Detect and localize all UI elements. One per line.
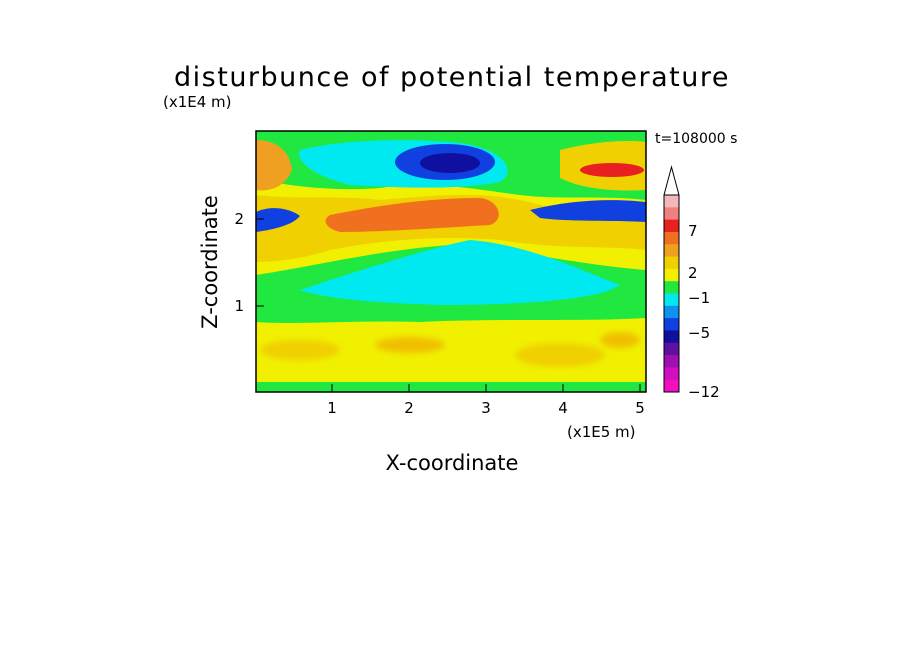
colorbar-swatch — [664, 256, 679, 270]
x-tick-label: 2 — [404, 399, 414, 417]
colorbar-tick-label: 2 — [688, 264, 698, 282]
y-axis-label: Z-coordinate — [198, 195, 222, 329]
navy-core-upper — [420, 153, 480, 173]
colorbar-swatch — [664, 293, 679, 307]
colorbar-swatch — [664, 195, 679, 208]
colorbar-swatch — [664, 330, 679, 344]
contour-field — [256, 131, 646, 392]
lower-warm-patches — [260, 332, 640, 367]
y-tick-label: 2 — [234, 210, 244, 228]
band-mid-cyan — [300, 240, 620, 305]
colorbar-frame — [663, 194, 680, 393]
red-top-right — [580, 163, 644, 177]
x-tick-label: 3 — [481, 399, 491, 417]
colorbar-swatch — [664, 231, 679, 245]
x-tick-label: 5 — [635, 399, 645, 417]
y-tick-label: 1 — [234, 297, 244, 315]
colorbar-swatch — [664, 379, 679, 393]
x-tick-label: 4 — [558, 399, 568, 417]
warm-top-left — [256, 140, 292, 191]
colorbar-swatch — [664, 268, 679, 282]
time-label: t=108000 s — [655, 131, 737, 147]
colorbar-tick-label: −12 — [688, 383, 720, 401]
colorbar-swatch — [664, 318, 679, 331]
colorbar-swatch — [664, 342, 679, 356]
x-axis-label: X-coordinate — [386, 451, 519, 475]
colorbar-tick-label: 7 — [688, 222, 698, 240]
y-unit-label: (x1E4 m) — [163, 93, 232, 111]
blue-core-left — [256, 208, 300, 232]
colorbar-tick-label: −1 — [688, 289, 710, 307]
x-axis-ticks — [331, 384, 641, 392]
y-axis-ticks — [256, 218, 264, 307]
plot-frame — [255, 130, 647, 393]
colorbar-tick-label: −5 — [688, 324, 710, 342]
colorbar — [663, 165, 680, 393]
colorbar-swatch — [664, 305, 679, 319]
colorbar-swatch — [664, 207, 679, 221]
chart-title: disturbunce of potential temperature — [174, 62, 730, 93]
colorbar-swatch — [664, 281, 679, 294]
colorbar-swatch — [664, 244, 679, 258]
band-bottom-green — [256, 382, 646, 392]
colorbar-swatch — [664, 355, 679, 368]
band-upper-orange — [325, 198, 499, 232]
colorbar-swatch — [664, 219, 679, 233]
colorbar-arrow — [663, 165, 680, 196]
x-unit-label: (x1E5 m) — [567, 423, 636, 441]
x-tick-label: 1 — [327, 399, 337, 417]
colorbar-swatch — [664, 367, 679, 381]
blue-core-right — [530, 200, 646, 222]
